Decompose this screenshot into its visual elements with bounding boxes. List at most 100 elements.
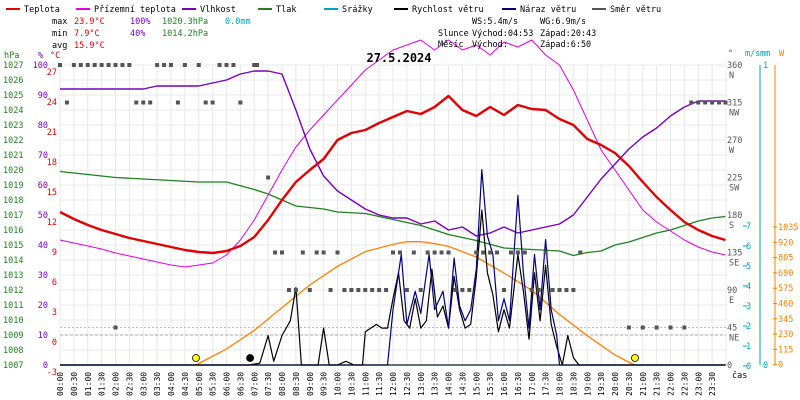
ms-tick: 6: [746, 242, 751, 252]
x-tick: 08:30: [292, 372, 301, 396]
hpa-tick: 1027: [3, 61, 23, 71]
stats-min-press: 1014.2hPa: [162, 29, 208, 39]
mm-tick: 0: [763, 361, 768, 371]
legend-label: Směr větru: [610, 5, 661, 15]
axes: hPa% °C1027102610251024102310221021102010…: [3, 49, 798, 396]
x-tick: 09:30: [320, 372, 329, 396]
percent-tick: 70: [38, 151, 48, 161]
percent-tick: 30: [38, 271, 48, 281]
wind-direction-point: [335, 250, 340, 255]
hpa-tick: 1020: [3, 166, 23, 176]
wind-direction-point: [682, 325, 687, 330]
x-tick: 09:00: [306, 372, 315, 396]
hpa-tick: 1021: [3, 151, 23, 161]
wind-direction-point: [495, 250, 500, 255]
x-tick: 23:00: [694, 372, 703, 396]
percent-tick: 80: [38, 121, 48, 131]
percent-tick: 40: [38, 241, 48, 251]
x-tick: 16:00: [500, 372, 509, 396]
w-tick: 1035: [778, 223, 798, 233]
wind-direction-point: [203, 100, 208, 105]
x-tick: 02:30: [125, 372, 134, 396]
wind-direction-point: [391, 250, 395, 255]
wind-direction-point: [266, 175, 271, 180]
percent-tick: 0: [43, 361, 48, 371]
moon-label: Měsíc: [438, 40, 464, 50]
wind-direction-series: [58, 63, 728, 330]
x-tick: 10:30: [347, 372, 356, 396]
wind-direction-point: [439, 250, 444, 255]
percent-tick: 90: [38, 91, 48, 101]
legend-label: Tlak: [276, 5, 296, 15]
wind-direction-point: [328, 288, 333, 292]
x-tick: 03:30: [153, 372, 162, 396]
degree-tick: 0: [727, 361, 732, 371]
mm-axis-label: mm: [760, 49, 770, 59]
wind-direction-point: [717, 100, 722, 105]
wind-direction-point: [397, 250, 402, 255]
x-tick: 19:30: [597, 372, 606, 396]
direction-tick: W: [729, 146, 735, 156]
x-tick: 03:00: [139, 372, 148, 396]
stats-avg-temp: 15.9°C: [74, 41, 105, 51]
wind-direction-point: [349, 288, 354, 292]
ms-axis-label: m/s: [745, 49, 760, 59]
x-axis-label: čas: [732, 370, 747, 381]
ms-tick: 3: [746, 302, 751, 312]
celsius-tick: 24: [47, 98, 57, 108]
sunrise-marker: [192, 354, 200, 362]
wind-direction-point: [474, 250, 479, 255]
hpa-tick: 1018: [3, 196, 23, 206]
x-tick: 11:30: [375, 372, 384, 396]
wind-direction-point: [300, 250, 305, 255]
direction-tick: S: [729, 221, 734, 231]
x-tick: 06:30: [236, 372, 245, 396]
x-tick: 17:00: [528, 372, 537, 396]
x-tick: 04:30: [181, 372, 190, 396]
wind-direction-point: [696, 100, 701, 105]
hpa-tick: 1017: [3, 211, 23, 221]
hpa-tick: 1010: [3, 316, 23, 326]
wind-direction-point: [307, 288, 312, 292]
wind-direction-point: [529, 288, 534, 292]
wind-direction-point: [231, 63, 236, 67]
x-tick: 11:00: [361, 372, 370, 396]
wind-direction-point: [384, 288, 389, 292]
x-tick: 15:30: [486, 372, 495, 396]
wind-direction-point: [425, 250, 430, 255]
wind-direction-point: [432, 250, 437, 255]
celsius-tick: -3: [47, 368, 57, 378]
moonset-info: Západ:6:50: [540, 40, 591, 50]
wind-direction-point: [418, 288, 423, 292]
legend: Teplota Přízemní teplota Vlhkost Tlak Srážky…: [6, 5, 661, 15]
wind-direction-point: [467, 288, 472, 292]
wind-direction-point: [557, 288, 562, 292]
degree-tick: 90: [727, 286, 737, 296]
x-tick: 02:00: [112, 372, 121, 396]
sunset-info: Západ:20:43: [540, 29, 596, 39]
x-tick: 05:30: [209, 372, 218, 396]
wind-direction-point: [578, 250, 583, 255]
wind-direction-point: [481, 250, 486, 255]
w-tick: 115: [778, 345, 793, 355]
degree-tick: 360: [727, 61, 742, 71]
direction-tick: N: [729, 71, 734, 81]
wind-direction-point: [411, 250, 416, 255]
celsius-tick: 27: [47, 68, 57, 78]
wind-direction-point: [99, 63, 104, 67]
x-tick: 18:00: [556, 372, 565, 396]
hpa-tick: 1024: [3, 106, 23, 116]
celsius-tick: 6: [52, 278, 57, 288]
percent-axis-label: %: [38, 51, 43, 61]
w-tick: 920: [778, 238, 793, 248]
wind-direction-point: [710, 100, 715, 105]
x-tick: 20:30: [625, 372, 634, 396]
wind-gust-line: [60, 169, 726, 366]
w-tick: 805: [778, 254, 793, 264]
w-tick: 230: [778, 330, 793, 340]
solar-radiation-series: [192, 241, 639, 366]
legend-label: Přízemní teplota: [94, 5, 176, 15]
x-tick: 12:30: [403, 372, 412, 396]
celsius-tick: 9: [52, 248, 57, 258]
hpa-tick: 1007: [3, 361, 23, 371]
